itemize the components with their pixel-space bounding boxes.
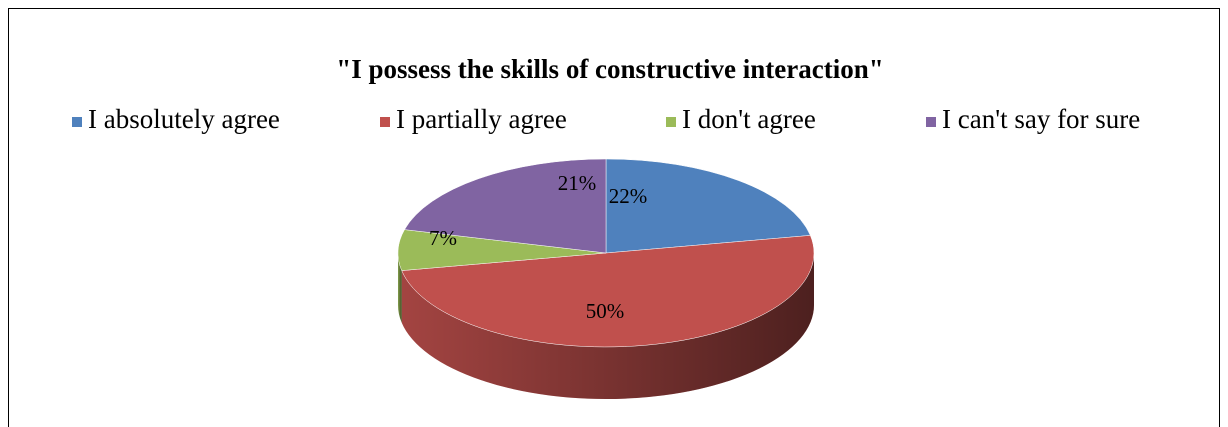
legend-label: I partially agree [396,104,567,134]
chart-title: "I possess the skills of constructive in… [336,54,883,84]
slice [605,158,811,254]
data-label: 50% [586,299,625,323]
legend-swatch [666,117,676,127]
legend-swatch [380,117,390,127]
legend-swatch [72,117,82,127]
slice [401,235,815,348]
legend-label: I don't agree [682,104,816,134]
legend-swatch [926,117,936,127]
slice-side-shade [398,253,402,323]
slice [404,158,607,254]
data-label: 21% [558,171,597,195]
chart-frame [8,8,1220,427]
slice-side-shade [401,253,814,400]
data-label: 22% [609,184,648,208]
data-label: 7% [429,226,457,250]
legend-label: I can't say for sure [942,104,1140,134]
legend-label: I absolutely agree [88,104,280,134]
